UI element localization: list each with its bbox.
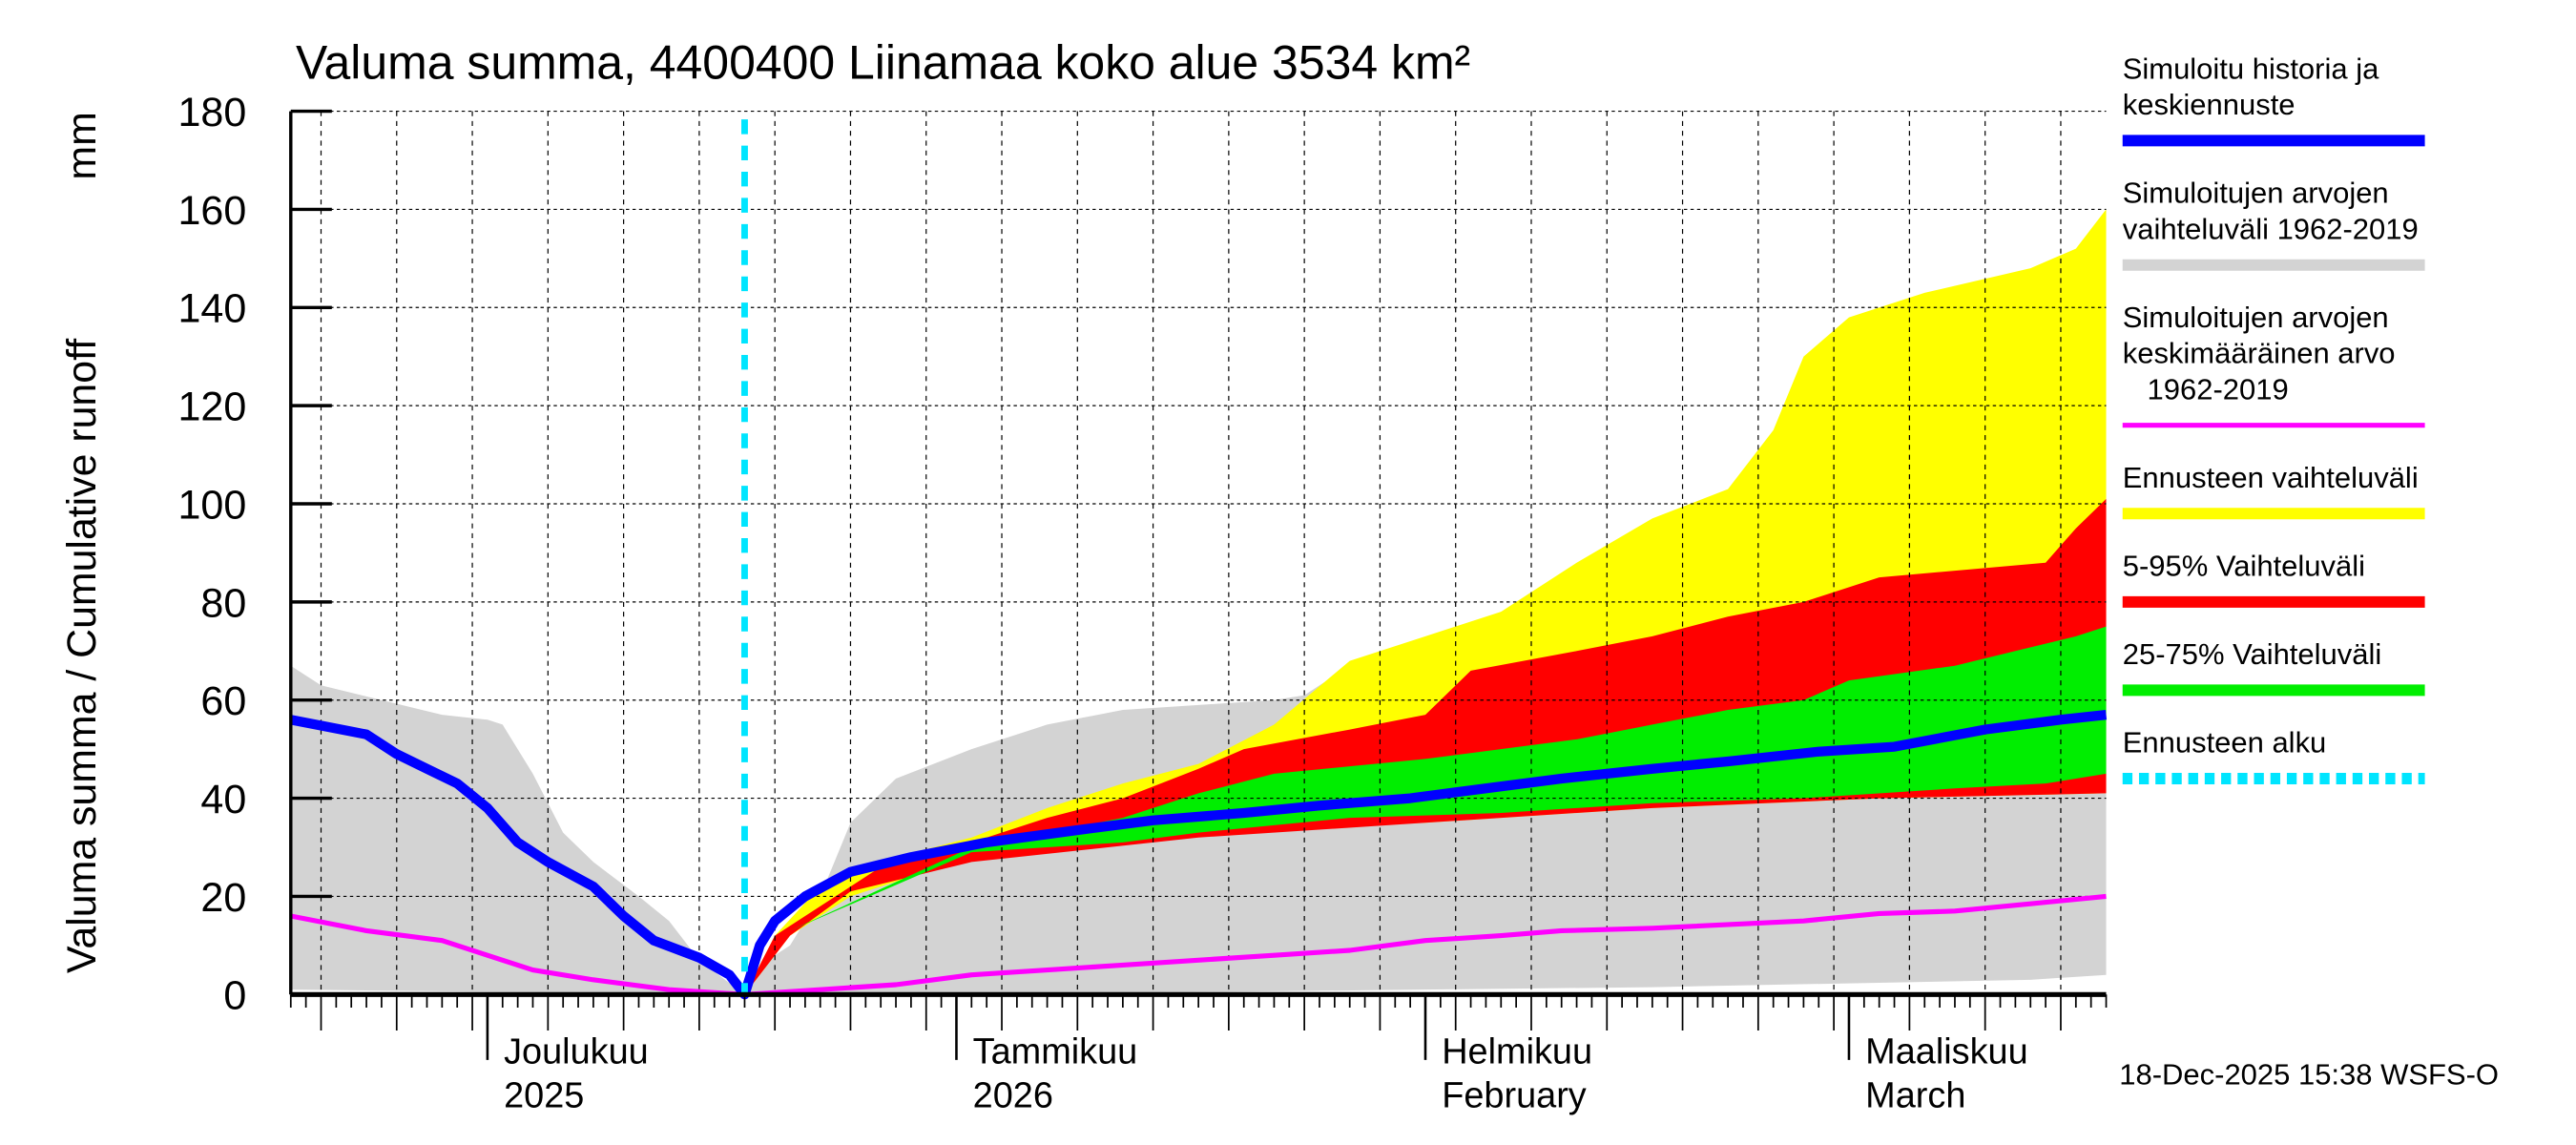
legend-label: keskiennuste (2123, 88, 2296, 121)
y-tick-label: 180 (177, 90, 246, 135)
legend-label: 25-75% Vaihteluväli (2123, 637, 2381, 671)
y-axis-label: Valuma summa / Cumulative runoff (59, 339, 105, 973)
y-tick-label: 140 (177, 286, 246, 332)
month-label: Helmikuu (1442, 1031, 1592, 1072)
y-tick-label: 80 (200, 580, 246, 626)
legend-label: 5-95% Vaihteluväli (2123, 549, 2365, 582)
month-sublabel: 2025 (504, 1076, 584, 1116)
y-tick-label: 0 (223, 973, 246, 1019)
y-tick-label: 40 (200, 777, 246, 822)
legend-label: Ennusteen alku (2123, 726, 2327, 760)
y-tick-label: 60 (200, 678, 246, 724)
month-sublabel: 2026 (973, 1076, 1053, 1116)
band-3 (744, 626, 2107, 995)
y-tick-label: 120 (177, 385, 246, 430)
y-tick-label: 160 (177, 188, 246, 234)
series-line-1 (289, 710, 2108, 1000)
legend-label: keskimääräinen arvo (2123, 337, 2396, 370)
legend-label: Simuloitujen arvojen (2123, 177, 2389, 210)
legend-label: 1962-2019 (2123, 372, 2289, 406)
legend-label: Simuloitujen arvojen (2123, 301, 2389, 334)
month-sublabel: March (1865, 1076, 1965, 1116)
month-label: Joulukuu (504, 1031, 649, 1072)
y-tick-label: 20 (200, 875, 246, 921)
y-tick-label: 100 (177, 483, 246, 529)
legend-label: vaihteluväli 1962-2019 (2123, 212, 2419, 245)
month-label: Tammikuu (973, 1031, 1138, 1072)
month-label: Maaliskuu (1865, 1031, 2027, 1072)
band-2 (744, 498, 2107, 995)
timestamp: 18-Dec-2025 15:38 WSFS-O (2119, 1058, 2499, 1092)
legend-label: Simuloitu historia ja (2123, 52, 2379, 85)
y-axis-unit: mm (59, 112, 105, 179)
series-line-0 (290, 893, 2107, 997)
month-sublabel: February (1442, 1076, 1587, 1116)
chart-title: Valuma summa, 4400400 Liinamaa koko alue… (296, 35, 1470, 89)
legend-label: Ennusteen vaihteluväli (2123, 461, 2419, 494)
